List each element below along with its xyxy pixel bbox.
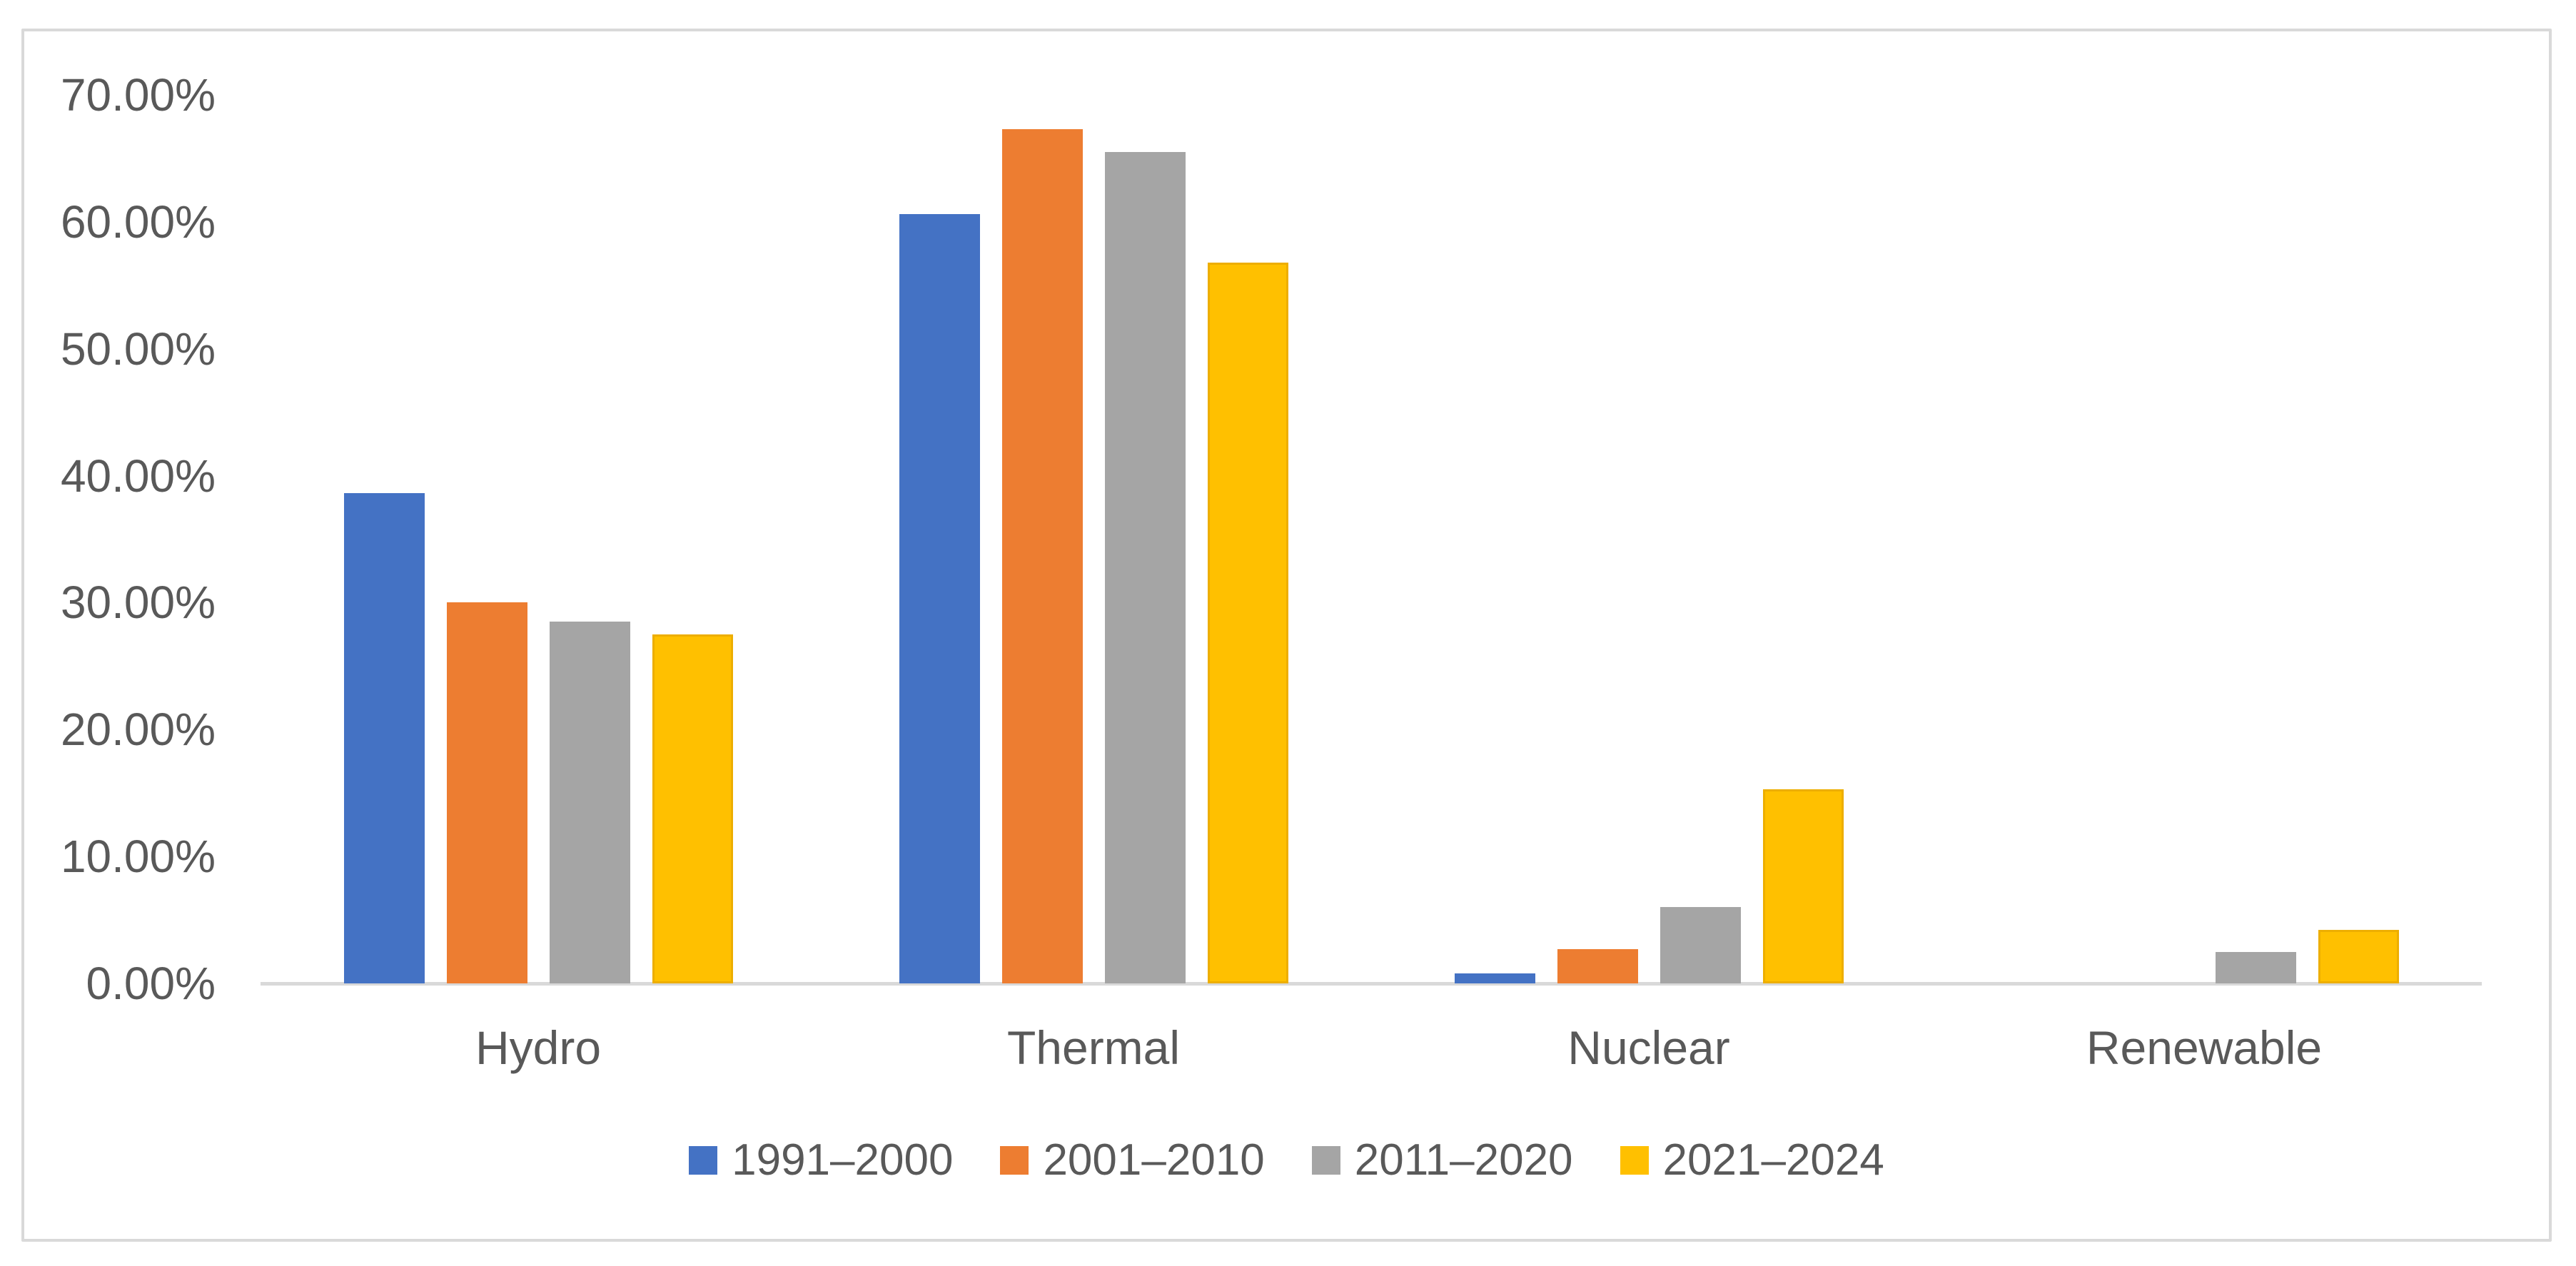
bar-nuclear-2001-2010 bbox=[1557, 949, 1638, 983]
legend-marker-1991-2000-icon bbox=[689, 1146, 718, 1175]
legend-label: 2011–2020 bbox=[1354, 1135, 1573, 1185]
bar-hydro-2021-2024 bbox=[652, 634, 733, 983]
bar-hydro-1991-2000 bbox=[344, 493, 425, 983]
y-tick-label: 40.00% bbox=[60, 450, 216, 502]
category-label-renewable: Renewable bbox=[2086, 1021, 2323, 1074]
legend-item-2021-2024: 2021–2024 bbox=[1620, 1130, 1884, 1190]
legend-marker-2011-2020-icon bbox=[1311, 1146, 1340, 1175]
bar-hydro-2001-2010 bbox=[447, 602, 527, 983]
legend: 1991–2000 2001–2010 2011–2020 2021–2024 bbox=[21, 1130, 2552, 1190]
bar-hydro-2011-2020 bbox=[550, 622, 630, 983]
y-tick-label: 0.00% bbox=[86, 958, 216, 1009]
y-tick-label: 60.00% bbox=[60, 196, 216, 248]
legend-label: 2021–2024 bbox=[1662, 1135, 1884, 1185]
x-axis-line bbox=[261, 982, 2482, 986]
bar-thermal-1991-2000 bbox=[899, 214, 980, 983]
category-label-nuclear: Nuclear bbox=[1567, 1021, 1730, 1074]
bar-nuclear-2021-2024 bbox=[1763, 789, 1844, 983]
y-tick-label: 10.00% bbox=[60, 831, 216, 882]
y-tick-label: 20.00% bbox=[60, 704, 216, 755]
legend-label: 2001–2010 bbox=[1043, 1135, 1265, 1185]
legend-label: 1991–2000 bbox=[732, 1135, 954, 1185]
bar-nuclear-1991-2000 bbox=[1455, 973, 1535, 983]
bar-renewable-2011-2020 bbox=[2216, 952, 2296, 983]
legend-marker-2001-2010-icon bbox=[1000, 1146, 1029, 1175]
y-tick-label: 30.00% bbox=[60, 577, 216, 628]
legend-item-1991-2000: 1991–2000 bbox=[689, 1130, 953, 1190]
category-label-thermal: Thermal bbox=[1006, 1021, 1181, 1074]
bar-nuclear-2011-2020 bbox=[1660, 907, 1741, 983]
bar-thermal-2021-2024 bbox=[1208, 263, 1288, 983]
legend-item-2001-2010: 2001–2010 bbox=[1000, 1130, 1265, 1190]
y-tick-label: 50.00% bbox=[60, 323, 216, 375]
y-tick-label: 70.00% bbox=[60, 69, 216, 121]
category-label-hydro: Hydro bbox=[475, 1021, 602, 1074]
bar-renewable-2021-2024 bbox=[2318, 930, 2399, 983]
bar-thermal-2011-2020 bbox=[1105, 152, 1186, 983]
legend-marker-2021-2024-icon bbox=[1620, 1146, 1649, 1175]
bar-thermal-2001-2010 bbox=[1002, 129, 1083, 983]
legend-item-2011-2020: 2011–2020 bbox=[1311, 1130, 1573, 1190]
